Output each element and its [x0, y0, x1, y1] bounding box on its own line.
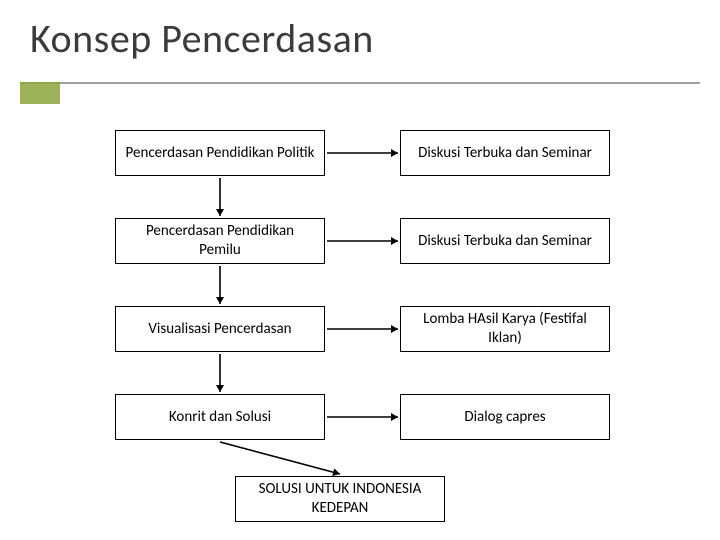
arrow-l2-r2 — [319, 233, 406, 249]
flow-node-r1: Diskusi Terbuka dan Seminar — [400, 130, 610, 176]
slide: Konsep Pencerdasan Pencerdasan Pendidika… — [0, 0, 720, 540]
arrow-l1-l2 — [212, 170, 228, 224]
arrow-l3-r3 — [319, 321, 406, 337]
slide-title: Konsep Pencerdasan — [30, 14, 374, 63]
arrow-l1-r1 — [319, 145, 406, 161]
arrow-l2-l3 — [212, 258, 228, 312]
title-rule — [20, 82, 700, 84]
accent-block — [20, 82, 60, 104]
arrow-l3-l4 — [212, 346, 228, 400]
flow-node-r3: Lomba HAsil Karya (Festifal Iklan) — [400, 306, 610, 352]
flow-node-r4: Dialog capres — [400, 394, 610, 440]
arrow-l4-fin — [212, 434, 348, 482]
arrow-l4-r4 — [319, 409, 406, 425]
flow-node-fin: SOLUSI UNTUK INDONESIA KEDEPAN — [235, 476, 445, 522]
flow-node-r2: Diskusi Terbuka dan Seminar — [400, 218, 610, 264]
